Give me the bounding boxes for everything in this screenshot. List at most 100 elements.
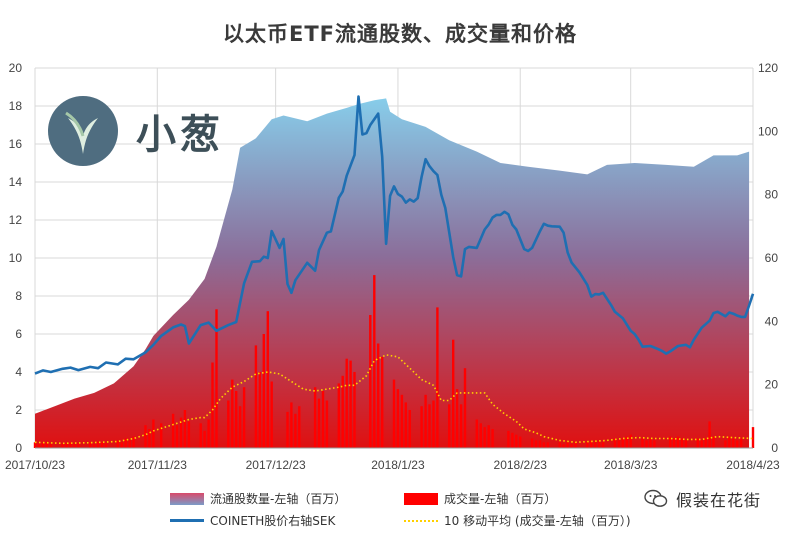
volume-bar [120,442,123,448]
price-line-series [34,95,755,375]
volume-bar [175,425,179,448]
volume-bar [69,442,72,448]
legend-item-volume: 成交量-左轴（百万） [404,490,556,507]
volume-bar [676,436,680,448]
volume-bar [227,400,230,448]
legend-swatch-moving-average [404,519,438,522]
y-left-tick-label: 16 [9,137,23,151]
volume-bar [325,400,329,448]
volume-bar [298,406,301,448]
y-left-tick-label: 2 [15,403,22,417]
volume-bar [613,438,617,448]
volume-bar [294,413,297,448]
volume-bar [538,440,542,448]
volume-bar [428,404,431,448]
volume-bar [530,438,534,448]
volume-bar [696,438,699,448]
volume-bar [487,425,490,448]
volume-bar [625,436,628,448]
volume-bar [179,417,183,448]
shares-area-series [35,98,750,449]
axes: 0 2 4 6 8 10 12 14 16 18 20 0 20 40 60 80 100 120 2017/10/… [5,61,780,472]
volume-bar [594,442,597,448]
volume-bar [597,440,601,448]
volume-bar [152,419,155,448]
volume-bar [641,438,644,448]
volume-bar [254,345,258,448]
y-right-tick-label: 100 [758,124,778,138]
volume-bar [459,404,463,448]
y-left-tick-label: 6 [15,327,22,341]
volume-bar [404,402,407,448]
y-right-tick-label: 40 [765,314,779,328]
legend-label-moving-average: 10 移动平均 (成交量-左轴（百万）) [444,514,631,528]
volume-bar [491,429,494,448]
volume-bar [317,398,321,448]
volume-bar [590,440,593,448]
volume-bar [704,438,707,448]
volume-bar [570,444,573,448]
volume-bar [728,436,731,448]
volume-bar [712,436,715,448]
volume-bar [483,427,486,448]
volume-bar [432,400,435,448]
x-tick-label: 2018/1/23 [371,458,425,472]
scallion-logo-icon [48,96,118,166]
volume-bar [132,436,135,448]
moving-average-line [34,354,754,445]
volume-bar [475,419,478,448]
volume-bar [353,372,356,448]
x-tick-label: 2017/10/23 [5,458,65,472]
volume-bar [751,427,755,448]
volume-bar [211,362,214,448]
volume-bar [377,343,380,448]
y-left-tick-label: 18 [9,99,23,113]
volume-bar [463,368,467,448]
y-right-tick-label: 20 [765,378,779,392]
x-tick-label: 2018/2/23 [494,458,548,472]
wechat-icon [644,489,668,507]
y-right-tick-label: 80 [765,188,779,202]
y-right-tick-label: 60 [765,251,779,265]
legend-item-moving-average: 10 移动平均 (成交量-左轴（百万）) [404,512,631,529]
volume-bar [381,356,384,448]
volume-bar [321,391,325,448]
volume-bar [144,425,147,448]
volume-bar [270,381,273,448]
volume-bar [207,419,210,448]
volume-bar [586,442,589,448]
volume-bar [669,436,672,448]
volume-bar [534,440,538,448]
legend-item-shares: 流通股数量-左轴（百万） [170,490,346,507]
volume-bar [341,375,344,448]
volume-bar [349,360,352,448]
legend-swatch-volume [404,492,438,505]
legend-label-price: COINETH股价右轴SEK [210,514,336,528]
x-tick-label: 2018/3/23 [604,458,658,472]
volume-bar [448,404,451,448]
volume-bar [436,307,439,448]
volume-bar [515,434,518,448]
y-left-tick-label: 14 [9,175,23,189]
y-right-tick-label: 0 [771,441,778,455]
volume-bar [124,438,127,448]
volume-bar [187,421,191,448]
volume-bar-series [33,275,755,449]
volume-bar [33,442,37,448]
watermark: 假装在花街 [644,487,761,511]
volume-bar [708,421,711,448]
volume-bar [649,438,652,448]
volume-bar [672,438,676,448]
logo-text: 小葱 [136,112,224,158]
volume-bar [629,434,632,448]
volume-bar [369,315,372,448]
volume-bar [736,440,739,448]
legend-swatch-shares [170,492,204,505]
volume-bar [49,444,52,448]
x-tick-label: 2017/11/23 [128,458,187,472]
volume-bar [61,444,64,448]
volume-bar [148,429,151,448]
volume-bar [45,442,48,448]
volume-bar [574,442,577,448]
